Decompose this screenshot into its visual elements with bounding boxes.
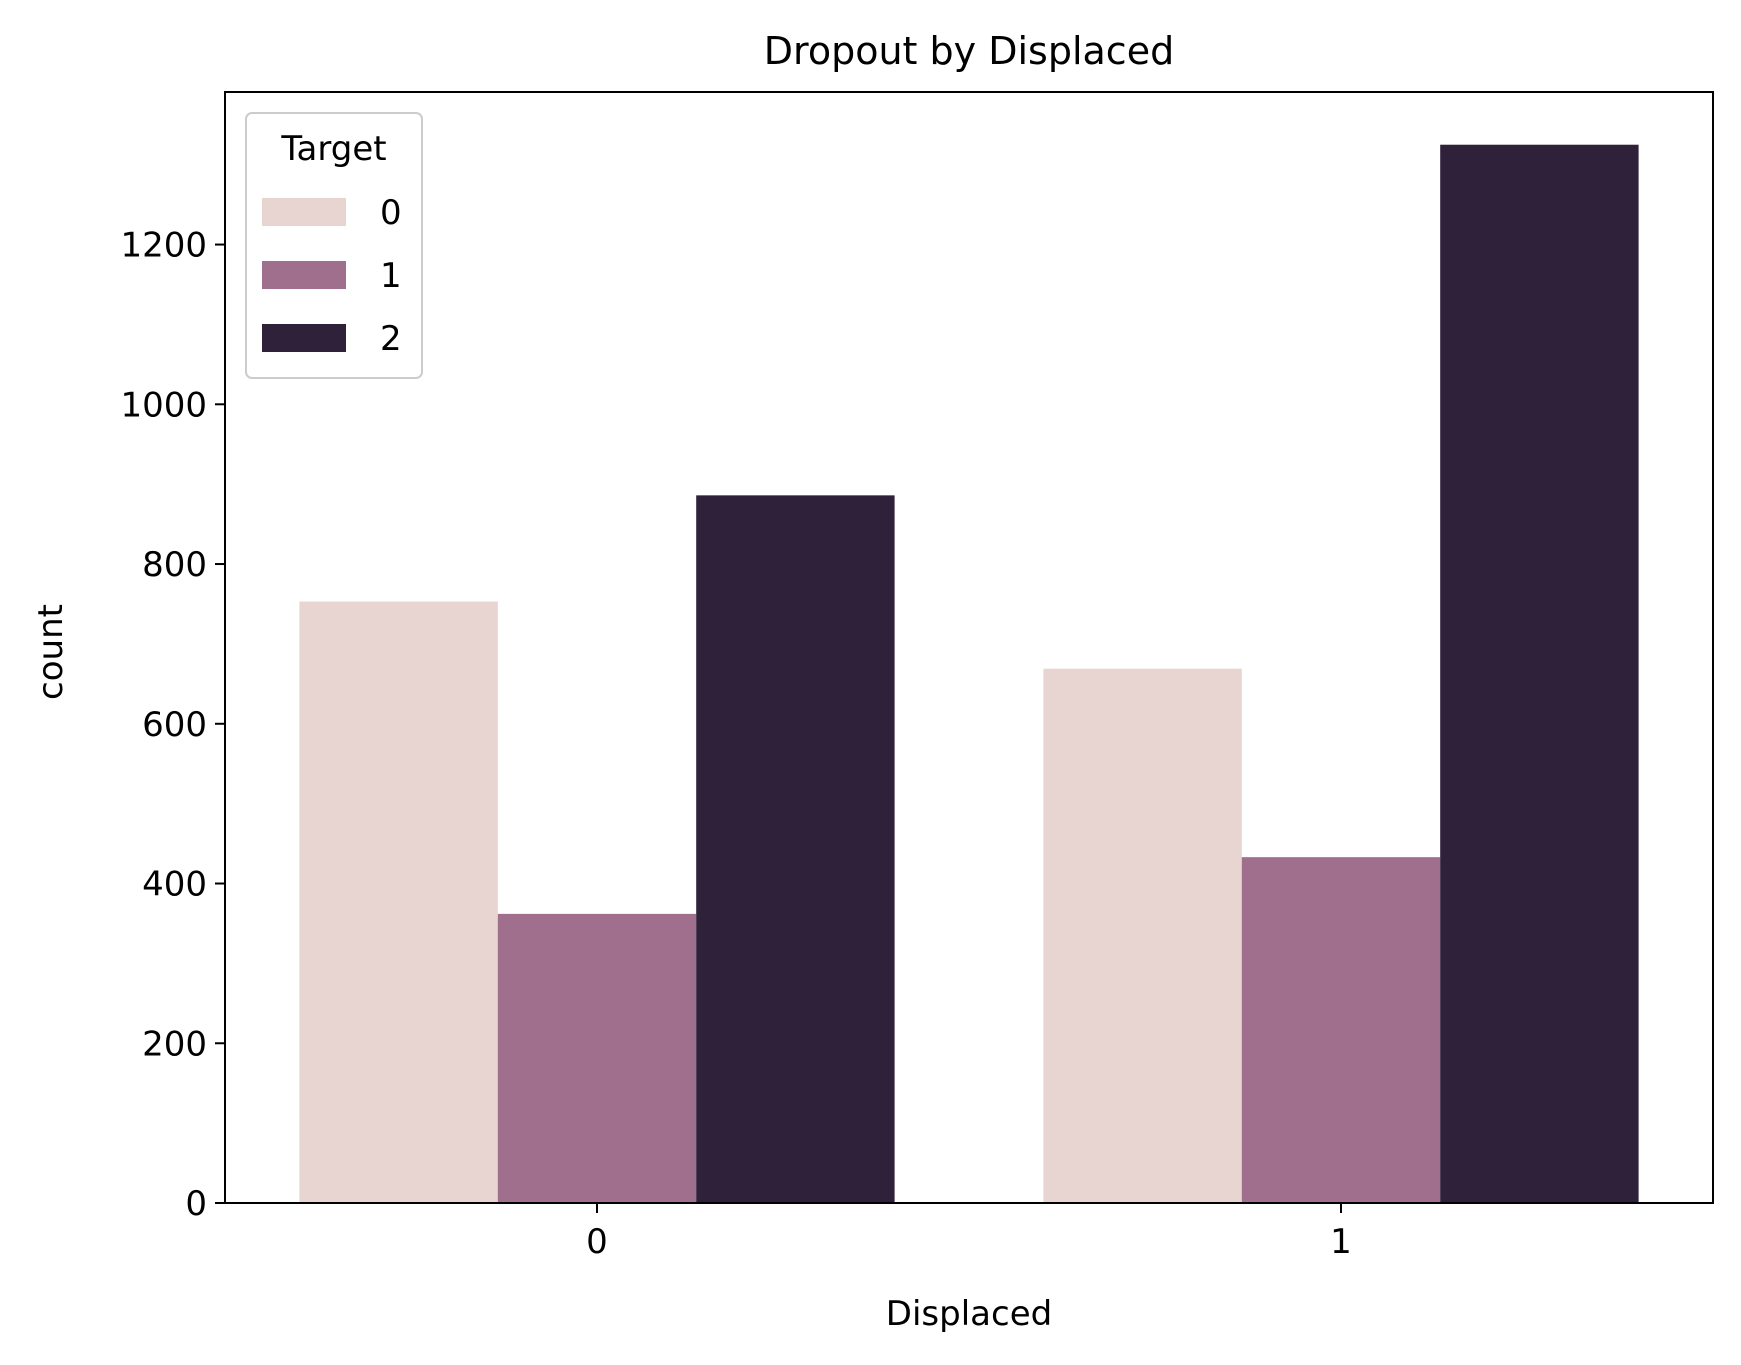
legend-swatch-1 (262, 261, 346, 289)
x-tick-label: 0 (586, 1222, 608, 1262)
legend-label-1: 1 (380, 256, 402, 296)
legend-box (245, 112, 423, 379)
y-axis-label: count (31, 604, 71, 700)
legend-label-2: 2 (380, 319, 402, 359)
legend-swatch-2 (262, 324, 346, 352)
y-ticks: 0 200 400 600 800 1000 1200 (120, 226, 225, 1224)
legend-items: 0 1 2 (262, 193, 402, 359)
plot-frame (224, 91, 1714, 1204)
legend: Target 0 1 2 (245, 112, 423, 379)
y-tick-label: 1200 (120, 226, 207, 266)
bar-series-2-category-0 (696, 495, 895, 1203)
y-tick-label: 0 (185, 1184, 207, 1224)
y-tick-label: 200 (142, 1024, 207, 1064)
bar-series-1-category-1 (1241, 857, 1441, 1203)
legend-label-0: 0 (380, 193, 402, 233)
y-tick-label: 1000 (120, 385, 207, 425)
y-tick-label: 400 (142, 865, 207, 905)
bar-series-0-category-1 (1043, 668, 1242, 1203)
bars-layer (299, 144, 1639, 1203)
bar-series-2-category-1 (1440, 144, 1639, 1203)
y-tick-label: 800 (142, 545, 207, 585)
bar-series-0-category-0 (299, 601, 498, 1203)
x-tick-label: 1 (1330, 1222, 1352, 1262)
chart-title: Dropout by Displaced (764, 29, 1174, 73)
legend-swatch-0 (262, 198, 346, 226)
x-axis-label: Displaced (886, 1294, 1052, 1334)
bar-series-1-category-0 (497, 913, 697, 1203)
legend-title: Target (280, 129, 386, 169)
y-tick-label: 600 (142, 705, 207, 745)
